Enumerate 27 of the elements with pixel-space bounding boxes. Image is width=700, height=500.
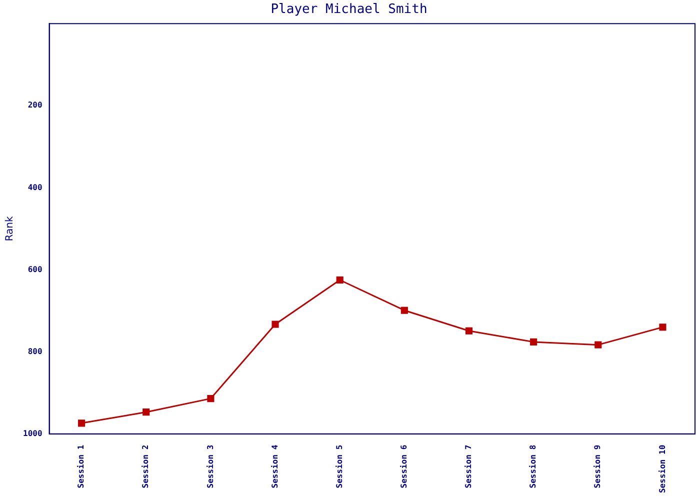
x-tick-label: Session 3 [206, 444, 215, 488]
x-tick-label: Session 2 [141, 444, 150, 488]
y-tick-label: 600 [28, 264, 42, 274]
x-tick-label: Session 5 [334, 444, 344, 488]
y-tick-label: 800 [28, 346, 42, 356]
point [465, 327, 473, 334]
x-tick-label: Session 10 [658, 444, 667, 494]
x-tick-label: Session 8 [528, 444, 538, 488]
point [336, 276, 344, 284]
point [142, 408, 150, 416]
y-tick-label: 200 [28, 100, 42, 110]
x-tick-label: Session 6 [400, 444, 408, 488]
y-tick-label: 400 [28, 182, 42, 192]
point [659, 324, 666, 331]
point [594, 341, 602, 348]
point [530, 338, 538, 346]
x-tick-label: Session 4 [270, 444, 280, 488]
chart-title: Player Michael Smith [270, 2, 428, 18]
point [207, 395, 214, 402]
x-tick-label: Session 9 [593, 444, 602, 488]
point [400, 306, 408, 314]
x-tick-label: Session 1 [76, 444, 86, 488]
y-axis-title: Rank [4, 216, 16, 242]
point [272, 320, 279, 328]
point [78, 420, 86, 427]
x-tick-label: Session 7 [464, 444, 474, 488]
y-tick-label: 1000 [23, 428, 42, 438]
